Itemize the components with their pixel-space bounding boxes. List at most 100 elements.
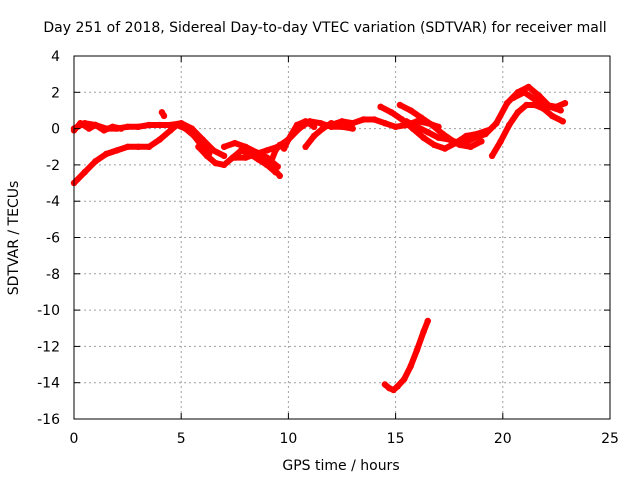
x-tick-label: 20	[494, 431, 512, 447]
data-point	[559, 118, 566, 125]
data-point	[276, 172, 283, 179]
y-tick-label: -16	[37, 412, 60, 428]
series-line	[71, 122, 213, 186]
grid	[74, 56, 610, 419]
y-tick-label: -2	[46, 158, 60, 174]
data-point	[195, 143, 202, 150]
data-point	[220, 143, 228, 150]
data-point	[338, 123, 346, 130]
data-point	[349, 120, 356, 127]
data-point	[420, 134, 427, 141]
data-point	[310, 132, 318, 140]
data-point	[467, 143, 474, 150]
data-point	[497, 138, 504, 145]
data-point	[203, 152, 211, 159]
data-point	[167, 127, 174, 134]
x-axis-label: GPS time / hours	[282, 458, 399, 474]
data-point	[85, 125, 93, 132]
data-point	[302, 143, 309, 150]
data-point	[328, 121, 335, 129]
data-point	[242, 154, 249, 161]
data-point	[310, 123, 318, 130]
series-arc-3	[70, 120, 125, 134]
series-arc-10	[302, 120, 335, 150]
data-point	[263, 158, 271, 165]
data-point	[272, 147, 279, 154]
data-point	[542, 101, 549, 109]
y-axis-label: SDTVAR / TECUs	[6, 181, 22, 296]
data-point	[220, 152, 228, 159]
data-point	[77, 120, 84, 127]
series-arc-5	[195, 143, 279, 176]
y-tick-label: -12	[37, 339, 60, 355]
data-point	[506, 121, 513, 129]
series-arc-14	[403, 118, 485, 150]
data-point	[424, 129, 431, 136]
data-point	[553, 103, 560, 111]
y-tick-label: -8	[46, 267, 60, 283]
x-tick-label: 5	[177, 431, 186, 447]
data-point	[285, 136, 292, 143]
data-point	[156, 121, 163, 129]
data-point	[280, 145, 288, 152]
data-point	[156, 136, 163, 143]
series-arc-4	[158, 109, 168, 120]
x-tick-label: 15	[387, 431, 405, 447]
data-point	[456, 141, 464, 149]
data-point	[270, 165, 277, 172]
data-point	[523, 101, 530, 109]
data-point	[212, 159, 219, 167]
data-point	[100, 127, 108, 134]
data-point	[510, 94, 517, 101]
y-tick-label: 4	[51, 49, 60, 65]
data-point	[471, 134, 479, 141]
data-point	[388, 109, 395, 116]
x-tick-label: 10	[279, 431, 297, 447]
tick-labels: 0 5 10 15 20 25 -16 -14 -12 -10 -8 -6 -4 -2 0 2 4	[37, 49, 619, 447]
data-point	[407, 363, 414, 370]
data-point	[441, 145, 449, 152]
data-point	[381, 381, 389, 388]
data-point	[231, 154, 238, 161]
data-point	[548, 112, 556, 120]
data-point	[113, 147, 121, 154]
data-point	[401, 375, 408, 383]
data-point	[503, 100, 511, 107]
data-point	[394, 383, 401, 390]
data-point	[199, 136, 206, 143]
ticks	[73, 55, 611, 420]
data-point	[160, 112, 168, 120]
data-point	[317, 120, 324, 127]
data-point	[525, 83, 532, 91]
data-point	[188, 125, 196, 132]
y-tick-label: -10	[37, 303, 60, 319]
series-arc-12	[377, 103, 491, 152]
y-tick-label: 0	[51, 122, 60, 138]
data-point	[302, 118, 309, 125]
series-line	[302, 120, 335, 150]
x-tick-label: 25	[601, 431, 619, 447]
data-point	[81, 169, 88, 176]
y-tick-label: 2	[51, 85, 60, 101]
data-point	[424, 317, 431, 325]
data-point	[360, 116, 367, 123]
data-point	[210, 147, 217, 154]
data-point	[259, 150, 266, 158]
data-point	[407, 107, 414, 114]
data-point	[242, 143, 249, 150]
data-point	[488, 152, 496, 159]
data-point	[293, 121, 301, 129]
data-point	[377, 103, 384, 111]
data-point	[428, 121, 436, 129]
data-point	[463, 132, 470, 140]
data-point	[493, 120, 500, 127]
data-point	[92, 158, 99, 165]
data-point	[338, 118, 346, 125]
data-point	[418, 114, 425, 121]
data-point	[220, 161, 228, 169]
data-point	[392, 123, 399, 130]
data-point	[263, 147, 271, 154]
data-point	[255, 156, 262, 163]
data-series	[70, 83, 569, 394]
data-point	[145, 143, 153, 150]
